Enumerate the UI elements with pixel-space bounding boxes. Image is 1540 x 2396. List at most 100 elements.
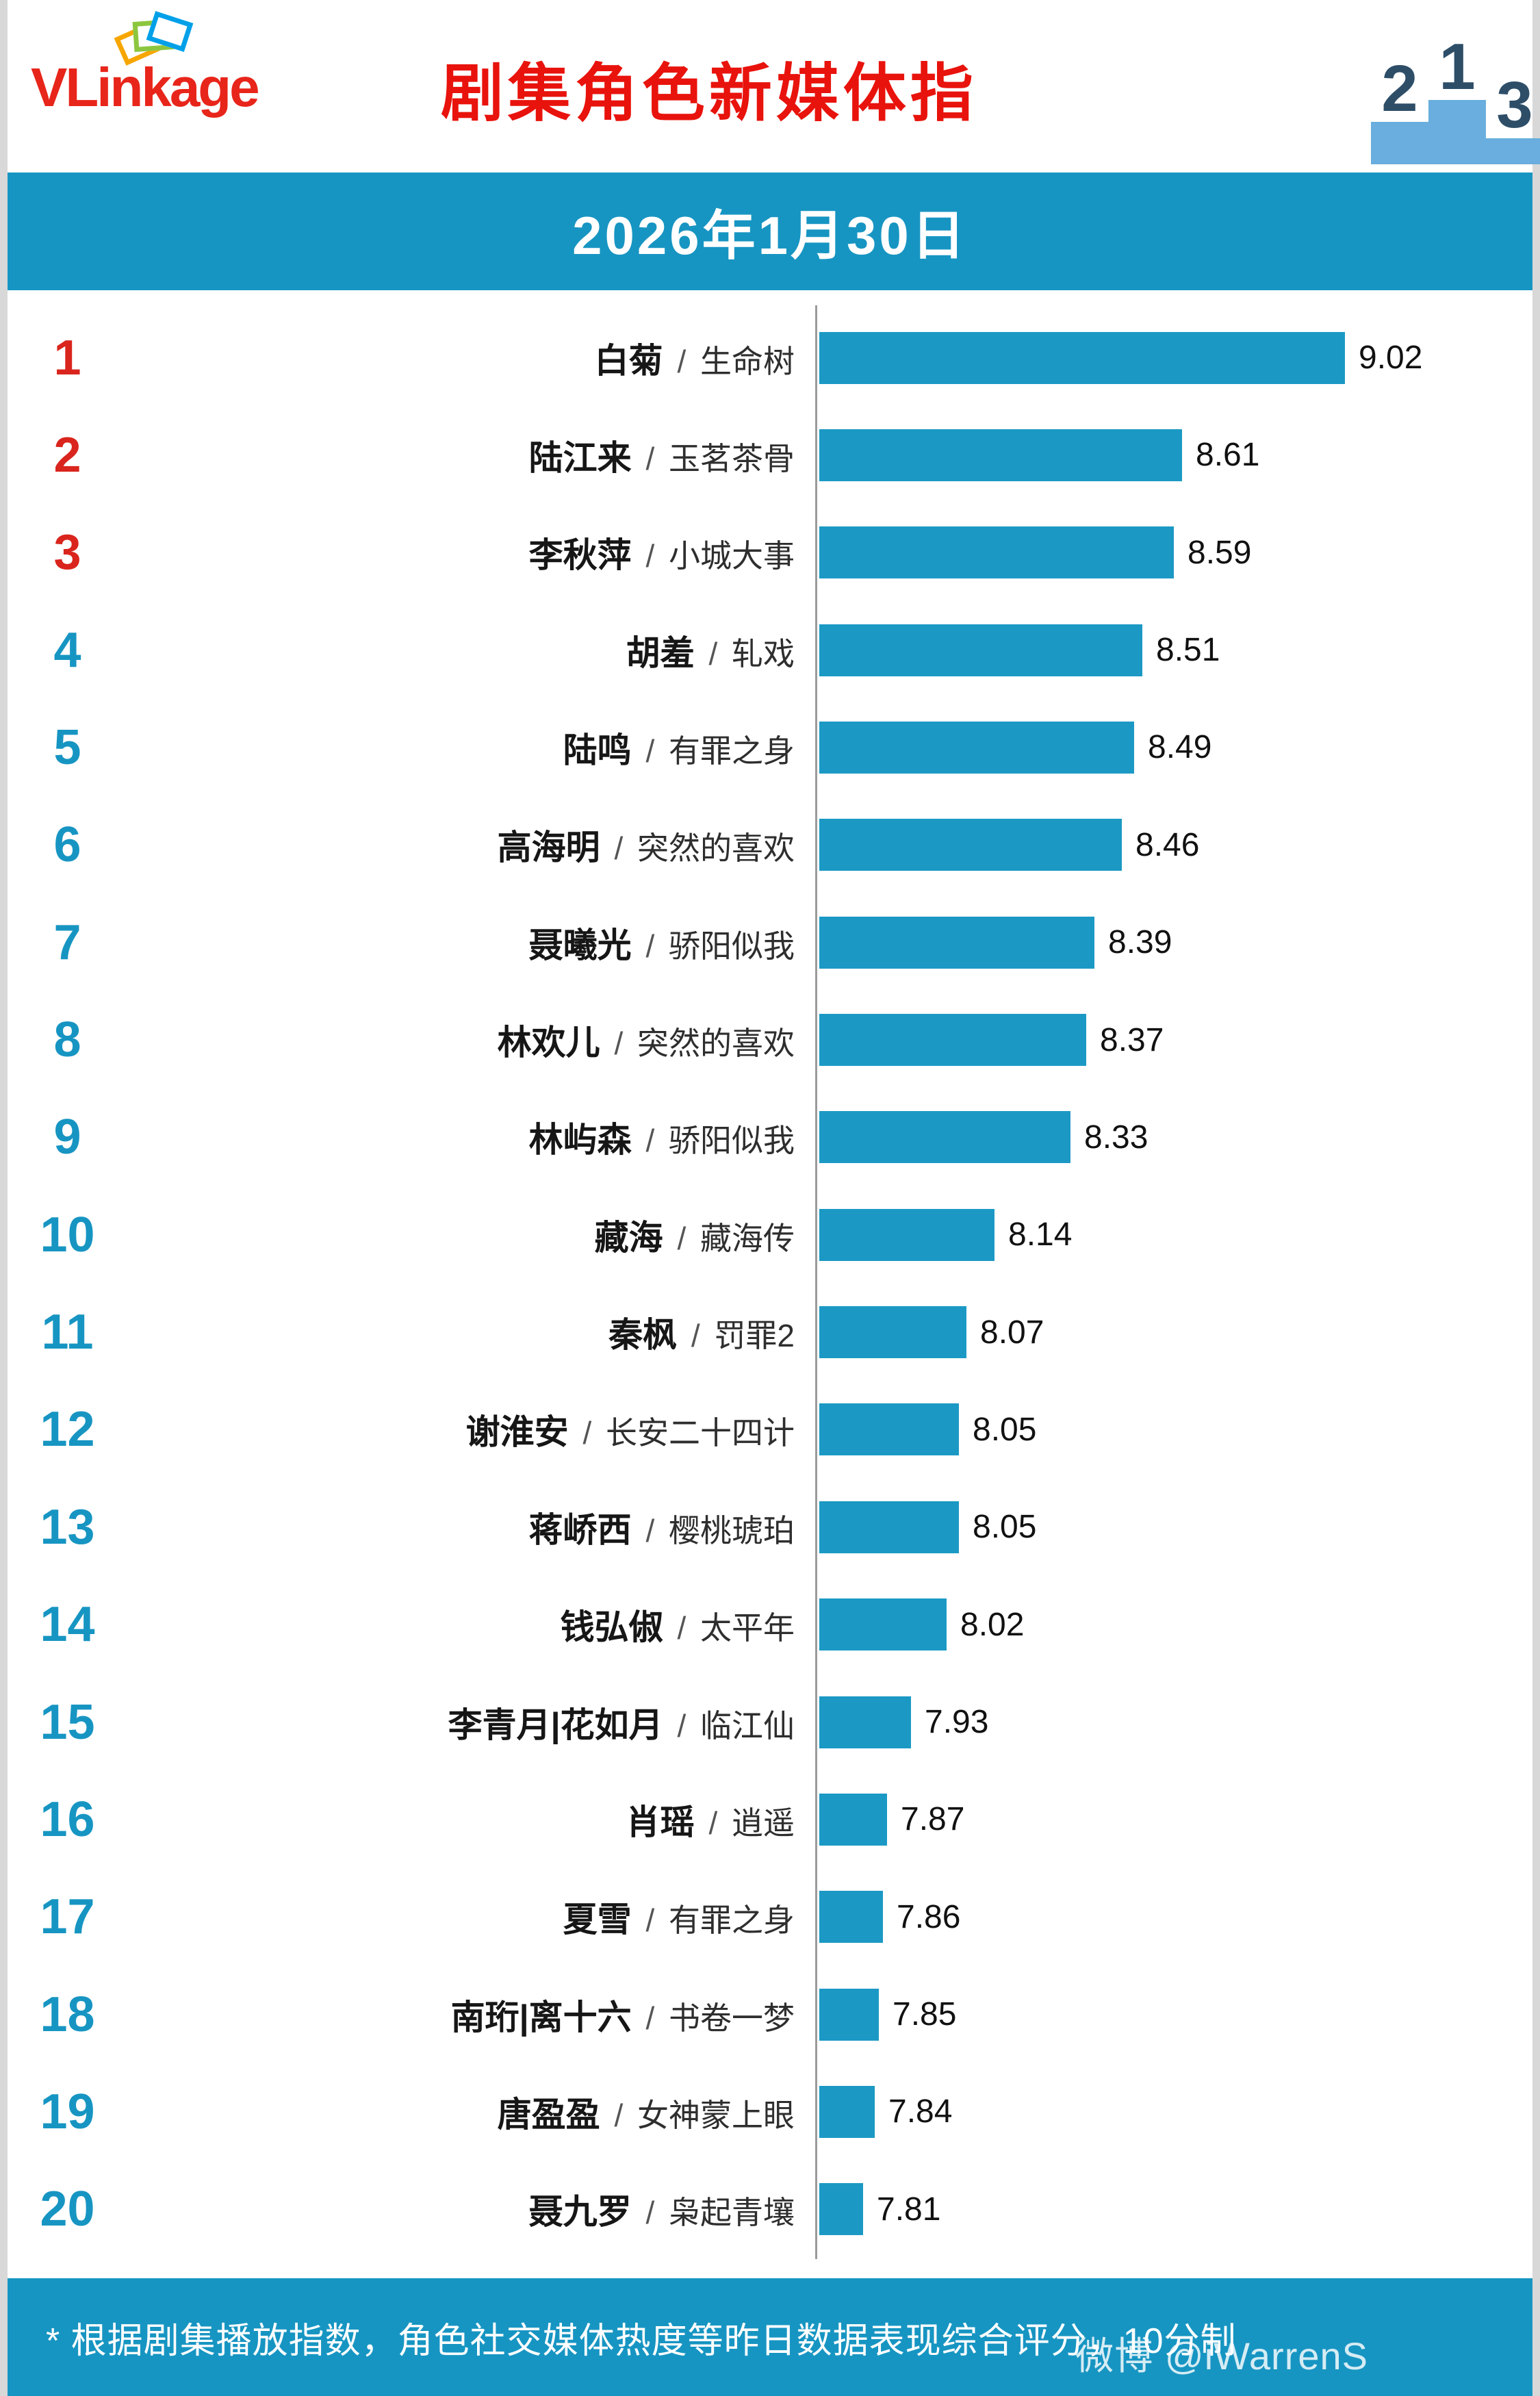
bar-area: 8.14 [815,1208,1532,1261]
row-names: 肖瑶 / 逍遥 [127,1795,815,1844]
score-value: 8.61 [1196,437,1260,474]
row-names: 钱弘俶 / 太平年 [127,1600,815,1649]
bar-area: 8.39 [815,916,1532,969]
score-bar [819,1598,947,1651]
character-name: 李秋萍 [528,536,632,575]
podium-number-1: 1 [1439,30,1476,103]
table-row: 11 秦枫 / 罚罪2 8.07 [8,1284,1532,1381]
rank-number: 17 [40,1889,95,1945]
character-name: 唐盈盈 [497,2095,600,2134]
score-bar [819,2183,863,2236]
rank-number: 12 [40,1402,95,1457]
row-names: 白菊 / 生命树 [127,333,815,383]
score-value: 8.14 [1008,1216,1073,1253]
name-separator: / [582,1415,592,1451]
rank-number: 6 [53,817,81,873]
character-name: 聂九罗 [528,2193,632,2232]
rank-number: 1 [53,330,81,385]
score-bar [819,1306,966,1359]
footer: * 根据剧集播放指数，角色社交媒体热度等昨日数据表现综合评分，10分制 [8,2278,1532,2396]
name-separator: / [708,635,718,672]
score-value: 7.81 [877,2191,941,2228]
score-value: 8.51 [1156,632,1220,669]
character-name: 夏雪 [563,1900,632,1939]
drama-name: 罚罪2 [714,1318,795,1354]
drama-name: 女神蒙上眼 [637,2097,795,2133]
logo-fan-icon [114,11,201,66]
rank-number: 13 [40,1499,95,1555]
name-separator: / [645,732,655,769]
bar-area: 8.05 [815,1501,1532,1553]
row-names: 蒋峤西 / 樱桃琥珀 [127,1503,815,1552]
name-separator: / [645,538,655,574]
rank-number: 11 [41,1305,94,1360]
axis-line [815,305,817,2259]
table-row: 9 林屿森 / 骄阳似我 8.33 [8,1089,1532,1186]
watermark: 微博 @iWarrenS [1075,2334,1368,2378]
rank-number: 9 [53,1110,81,1165]
name-separator: / [645,440,655,476]
character-name: 白菊 [594,341,663,380]
character-name: 陆江来 [528,438,632,477]
bar-area: 8.61 [815,429,1532,481]
score-value: 8.37 [1100,1021,1164,1058]
table-row: 17 夏雪 / 有罪之身 7.86 [8,1869,1532,1965]
rank-number: 20 [40,2182,95,2237]
rank-number: 5 [53,719,81,775]
character-name: 聂曦光 [528,926,632,965]
table-row: 18 南珩|离十六 / 书卷一梦 7.85 [8,1966,1532,2063]
bar-area: 7.86 [815,1891,1532,1943]
name-separator: / [645,1123,655,1159]
row-names: 陆江来 / 玉茗茶骨 [127,431,815,480]
row-names: 李秋萍 / 小城大事 [127,528,815,577]
character-name: 秦枫 [608,1316,678,1355]
score-bar [819,721,1134,774]
row-names: 高海明 / 突然的喜欢 [127,820,815,869]
name-separator: / [614,1025,624,1062]
drama-name: 樱桃琥珀 [669,1512,795,1549]
drama-name: 临江仙 [700,1707,795,1744]
row-names: 藏海 / 藏海传 [127,1210,815,1260]
bar-area: 7.87 [815,1793,1532,1846]
score-bar [819,526,1174,579]
row-names: 南珩|离十六 / 书卷一梦 [127,1990,815,2039]
drama-name: 轧戏 [732,635,795,672]
score-bar [819,1111,1070,1164]
bar-area: 8.05 [815,1403,1532,1456]
score-bar [819,429,1182,481]
character-name: 林欢儿 [497,1023,600,1062]
table-row: 2 陆江来 / 玉茗茶骨 8.61 [8,407,1532,503]
name-separator: / [677,343,686,379]
drama-name: 逍遥 [732,1805,795,1841]
bar-area: 8.49 [815,721,1532,774]
rank-number: 16 [40,1792,95,1847]
row-names: 秦枫 / 罚罪2 [127,1308,815,1357]
table-row: 8 林欢儿 / 突然的喜欢 8.37 [8,992,1532,1088]
character-name: 高海明 [497,828,600,867]
bar-area: 8.33 [815,1111,1532,1164]
table-row: 19 唐盈盈 / 女神蒙上眼 7.84 [8,2063,1532,2160]
header: VLinkage 剧集角色新媒体指 2 1 3 [8,0,1540,173]
character-name: 钱弘俶 [560,1608,663,1647]
score-bar [819,916,1094,969]
drama-name: 小城大事 [669,538,795,574]
drama-name: 太平年 [700,1610,795,1646]
score-value: 7.84 [888,2093,953,2130]
bar-area: 8.07 [815,1306,1532,1359]
score-value: 8.59 [1188,534,1252,571]
row-names: 唐盈盈 / 女神蒙上眼 [127,2087,815,2137]
drama-name: 突然的喜欢 [637,830,795,867]
name-separator: / [645,1512,655,1549]
character-name: 藏海 [594,1218,663,1257]
page-title: 剧集角色新媒体指 [440,59,977,129]
drama-name: 有罪之身 [669,732,795,769]
podium-first-place: 1 [1428,34,1486,164]
score-bar [819,1014,1086,1067]
score-value: 8.05 [973,1411,1037,1448]
rank-number: 7 [53,915,81,970]
rank-number: 10 [40,1207,95,1262]
score-bar [819,1501,959,1553]
score-value: 8.46 [1135,826,1200,863]
podium-number-3: 3 [1496,68,1533,142]
rank-number: 8 [53,1012,81,1068]
